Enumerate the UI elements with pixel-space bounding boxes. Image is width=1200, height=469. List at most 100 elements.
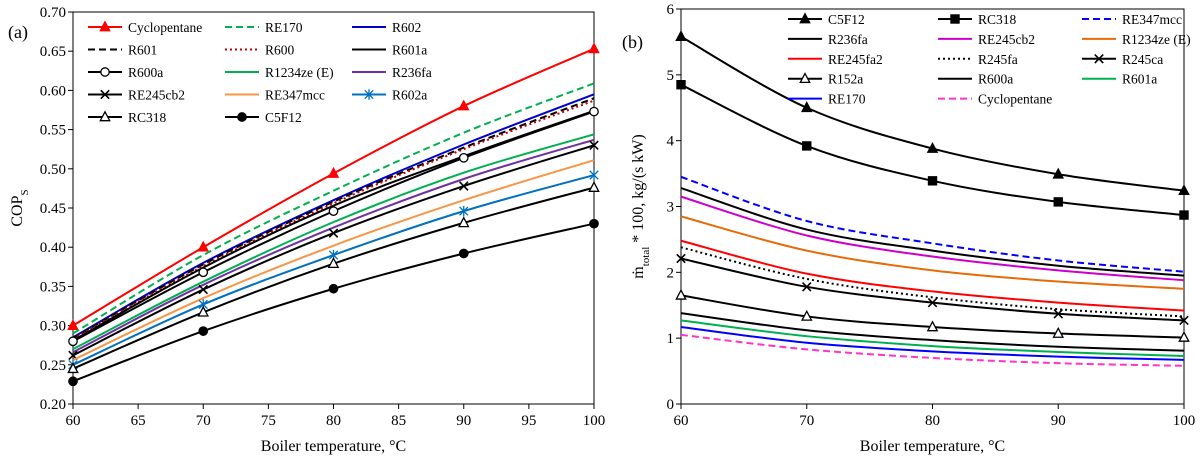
panel-a-marker-rc318 <box>67 362 79 374</box>
panel-b-legend-label: RE245fa2 <box>828 52 883 67</box>
panel-b-line-re170 <box>680 325 1185 361</box>
panel-b-line-r600a <box>680 312 1185 352</box>
panel-b-series-re245fa2 <box>680 239 1185 312</box>
panel-a-legend-item-r1234ze-e: R1234ze (E) <box>225 65 334 80</box>
panel-a-line-r600a <box>72 110 595 343</box>
panel-a-x-tick-label: 90 <box>456 413 471 429</box>
panel-b-y-tick-label: 2 <box>667 265 675 281</box>
panel-b-series-re347mcc <box>680 175 1185 273</box>
panel-a-x-axis-label: Boiler temperature, °C <box>261 438 406 455</box>
panel-b-legend-item-r245fa: R245fa <box>938 52 1018 67</box>
panel-a-line-re170 <box>72 82 595 335</box>
panel-b-line-r245ca <box>680 257 1185 322</box>
panel-a-line-c5f12 <box>72 222 595 383</box>
panel-a-y-tick-label: 0.45 <box>40 201 66 217</box>
panel-b-legend: C5F12 RC318 RE347mcc R236fa RE245cb2 R1234ze … <box>788 12 1191 107</box>
panel-a-line-re347mcc <box>72 159 595 361</box>
panel-b-legend-item-r245ca: R245ca <box>1082 52 1163 67</box>
panel-b-legend-item-c5f12: C5F12 <box>788 12 865 27</box>
panel-b-series-r236fa <box>680 187 1185 277</box>
panel-a-marker-rc318 <box>588 181 600 192</box>
panel-b-legend-label: C5F12 <box>828 12 865 27</box>
panel-a-series-r600 <box>72 99 595 340</box>
panel-b-legend-item-re170: RE170 <box>788 92 866 107</box>
panel-a-marker-c5f12 <box>68 376 78 387</box>
panel-a-legend-item-re170: RE170 <box>225 20 303 35</box>
panel-a-series-r236fa <box>72 138 595 354</box>
panel-b-legend-label: RC318 <box>978 12 1017 27</box>
panel-a-legend-item-re347mcc: RE347mcc <box>225 88 325 103</box>
panel-a-legend-label: RE347mcc <box>265 88 325 103</box>
panel-b-legend-label: RE347mcc <box>1122 12 1182 27</box>
panel-a-line-r602a <box>72 174 595 366</box>
panel-b-y-tick-label: 3 <box>667 200 675 216</box>
panel-a-legend-label: RC318 <box>128 110 167 125</box>
panel-a-marker-c5f12 <box>458 248 469 259</box>
panel-b-x-tick-label: 60 <box>674 413 689 429</box>
panel-b-series-r1234ze-e <box>680 215 1185 290</box>
panel-b-legend-label: R245ca <box>1122 52 1163 67</box>
panel-b-line-r1234ze-e <box>680 215 1185 290</box>
panel-b-marker-r245ca <box>1179 315 1189 326</box>
panel-a-y-tick-label: 0.50 <box>40 162 66 178</box>
panel-a-y-tick-label: 0.55 <box>40 123 66 139</box>
panel-a-x-tick-label: 70 <box>196 413 211 429</box>
panel-a-series-cyclopentane <box>67 42 600 330</box>
panel-b-marker-rc318 <box>1179 210 1189 220</box>
panel-a-marker-cyclopentane <box>588 42 600 54</box>
panel-b-legend-label: RE170 <box>828 92 866 107</box>
panel-a-marker-r600a <box>458 152 469 163</box>
panel-a-y-tick-label: 0.30 <box>40 319 66 335</box>
panel-a-legend-marker <box>100 67 110 77</box>
panel-b: 60 70 80 90 100 0 1 2 3 4 5 6 Boiler temperature, °C… <box>622 2 1195 455</box>
panel-a-line-r601 <box>72 97 595 340</box>
panel-b-x-tick-label: 80 <box>925 413 940 429</box>
panel-a-legend-label: R236fa <box>392 65 432 80</box>
panel-b-legend-label: R1234ze (E) <box>1122 32 1191 47</box>
panel-a-series-r601a <box>72 109 595 342</box>
panel-b-line-r245fa <box>680 246 1185 318</box>
panel-b-y-tick-label: 5 <box>667 68 675 84</box>
panel-a-legend-marker <box>99 20 111 32</box>
panel-a-x-tick-label: 60 <box>66 413 81 429</box>
panel-b-marker-c5f12 <box>926 141 939 153</box>
panel-a-x-tick-label: 100 <box>583 413 606 429</box>
panel-b-marker-c5f12 <box>675 30 687 41</box>
panel-a-legend-label: R600 <box>265 43 295 58</box>
panel-b-legend-label: R245fa <box>978 52 1018 67</box>
panel-b-legend-label: R236fa <box>828 32 868 47</box>
panel-a-y-axis-label: COPS <box>9 189 31 226</box>
panel-b-marker-c5f12 <box>1052 167 1065 179</box>
panel-b-legend-item-cyclopentane: Cyclopentane <box>938 92 1052 107</box>
panel-b-marker-rc318 <box>676 80 686 90</box>
panel-a-label: (a) <box>8 22 28 43</box>
panel-a-legend-label: RE170 <box>265 20 303 35</box>
panel-a-series-r1234ze-e <box>72 133 595 351</box>
panel-a-legend-label: R601 <box>128 43 157 58</box>
panel-a-marker-re245cb2 <box>198 284 209 295</box>
panel-a-legend-marker <box>364 89 374 100</box>
panel-a-marker-cyclopentane <box>197 240 210 252</box>
panel-b-legend-label: R152a <box>828 72 863 87</box>
panel-b-legend-label: Cyclopentane <box>978 92 1052 107</box>
panel-b-marker-r245ca <box>801 282 812 292</box>
panel-b-y-axis-label-main: ṁ <box>630 266 647 279</box>
panel-b-legend-marker <box>950 14 960 24</box>
panel-a-marker-rc318 <box>197 305 210 317</box>
panel-b-series-r152a <box>675 288 1190 342</box>
panel-a-line-r601a <box>72 109 595 342</box>
panel-a-legend-item-c5f12: C5F12 <box>225 110 302 125</box>
panel-a-y-tick-label: 0.20 <box>40 397 66 413</box>
panel-b-line-r601a <box>680 319 1185 357</box>
panel-a-marker-re245cb2 <box>458 181 469 191</box>
panel-a-legend-item-r600a: R600a <box>88 65 163 80</box>
panel-b-legend-label: R601a <box>1122 72 1157 87</box>
panel-a-legend-label: R1234ze (E) <box>265 65 334 80</box>
panel-a-legend-label: R601a <box>392 43 427 58</box>
panel-a-y-tick-label: 0.60 <box>40 83 66 99</box>
panel-b-y-tick-label: 1 <box>667 331 675 347</box>
panel-a-y-axis-label-sub: S <box>19 189 31 195</box>
panel-b-y-tick-label: 0 <box>667 397 675 413</box>
panel-b-marker-r152a <box>1052 326 1065 338</box>
panel-b-y-tick-label: 4 <box>667 134 675 150</box>
